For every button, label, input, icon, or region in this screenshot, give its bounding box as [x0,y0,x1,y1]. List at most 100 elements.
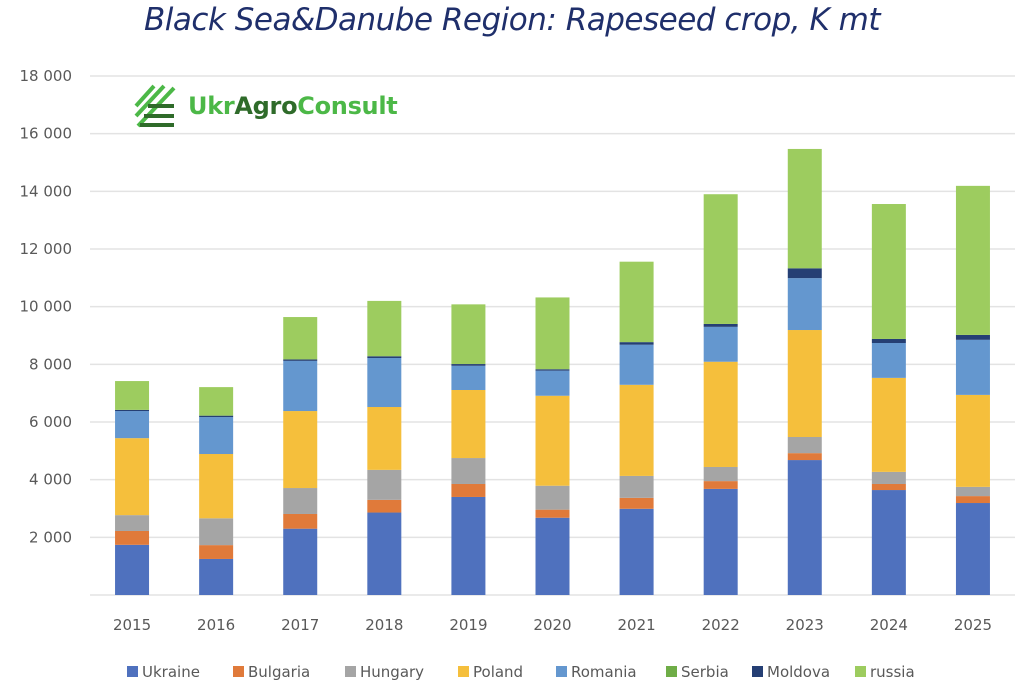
bar-segment-bulgaria-2020 [535,509,570,518]
x-tick-label: 2023 [786,616,824,634]
y-axis: 2 000 4 000 6 000 8 000 10 000 12 000 14 000 16… [20,67,73,546]
bar-segment-ukraine-2015 [115,544,150,595]
legend-item-romania: Romania [556,663,637,681]
bar-segment-hungary-2015 [115,515,150,531]
y-tick-label: 2 000 [29,528,72,546]
bar-segment-poland-2015 [115,438,150,516]
bar-segment-russia-2023 [787,148,822,269]
legend-item-russia: russia [855,663,915,681]
bar-segment-romania-2023 [787,278,822,331]
bar-segment-russia-2018 [367,300,402,357]
bar-segment-moldova-2023 [787,268,822,279]
bar-segment-russia-2022 [703,194,738,324]
legend-label: Serbia [681,663,729,681]
bars [115,148,990,595]
bar-segment-poland-2017 [283,411,318,489]
x-tick-label: 2024 [870,616,908,634]
legend-swatch [127,666,138,677]
logo-text: UkrAgroConsult [188,92,398,120]
bar-segment-russia-2020 [535,297,570,370]
legend-label: Bulgaria [248,663,310,681]
logo-text-agro: Agro [234,92,298,120]
bar-segment-poland-2023 [787,330,822,437]
bar-segment-bulgaria-2016 [199,545,234,559]
bar-segment-ukraine-2017 [283,528,318,595]
bar-stack-2017 [283,317,318,595]
bar-segment-hungary-2018 [367,469,402,500]
bar-stack-2016 [199,387,234,595]
legend-swatch [556,666,567,677]
x-axis: 2015 2016 2017 2018 2019 2020 2021 2022 2023 2024… [113,616,992,634]
legend-swatch [233,666,244,677]
legend-swatch [458,666,469,677]
bar-segment-moldova-2025 [955,334,990,340]
legend: Ukraine Bulgaria Hungary Poland Romania Serbi… [127,663,915,681]
bar-segment-hungary-2020 [535,485,570,510]
bar-segment-bulgaria-2022 [703,481,738,489]
ukragroconsult-logo: UkrAgroConsult [134,84,398,128]
bar-segment-moldova-2024 [871,338,906,343]
y-tick-label: 8 000 [29,355,72,373]
x-tick-label: 2015 [113,616,151,634]
bar-segment-poland-2024 [871,377,906,472]
bar-segment-bulgaria-2018 [367,499,402,513]
bar-segment-hungary-2019 [451,458,486,484]
y-tick-label: 6 000 [29,413,72,431]
bar-segment-russia-2019 [451,304,486,365]
legend-item-hungary: Hungary [345,663,424,681]
legend-label: Moldova [767,663,830,681]
bar-segment-ukraine-2025 [955,503,990,595]
bar-segment-bulgaria-2023 [787,453,822,461]
legend-item-moldova: Moldova [752,663,830,681]
bar-stack-2023 [787,148,822,595]
bar-segment-moldova-2022 [703,323,738,327]
bar-stack-2021 [619,261,654,595]
bar-segment-moldova-2016 [199,415,234,418]
y-tick-label: 4 000 [29,471,72,489]
bar-segment-bulgaria-2025 [955,496,990,504]
bar-segment-romania-2017 [283,360,318,412]
bar-segment-poland-2020 [535,395,570,486]
legend-label: Poland [473,663,523,681]
bar-segment-hungary-2021 [619,475,654,498]
bar-segment-romania-2019 [451,365,486,390]
bar-segment-moldova-2020 [535,369,570,371]
x-tick-label: 2020 [533,616,571,634]
legend-swatch [666,666,677,677]
bar-segment-ukraine-2018 [367,512,402,595]
x-tick-label: 2022 [702,616,740,634]
logo-text-ukr: Ukr [188,92,235,120]
bar-segment-bulgaria-2015 [115,530,150,545]
bar-segment-moldova-2021 [619,342,654,345]
bar-segment-moldova-2019 [451,364,486,366]
logo-stripes-icon [134,84,176,128]
bar-segment-poland-2016 [199,454,234,519]
bar-segment-hungary-2023 [787,436,822,454]
bar-segment-ukraine-2023 [787,460,822,595]
legend-label: Ukraine [142,663,200,681]
bar-segment-ukraine-2019 [451,496,486,595]
y-tick-label: 16 000 [20,125,73,143]
bar-segment-romania-2018 [367,357,402,408]
x-tick-label: 2025 [954,616,992,634]
x-tick-label: 2019 [449,616,487,634]
x-tick-label: 2018 [365,616,403,634]
bar-segment-russia-2017 [283,317,318,360]
bar-segment-romania-2024 [871,342,906,378]
x-tick-label: 2017 [281,616,319,634]
bar-segment-ukraine-2022 [703,488,738,595]
logo-text-consult: Consult [297,92,398,120]
legend-item-ukraine: Ukraine [127,663,200,681]
bar-segment-hungary-2022 [703,466,738,482]
legend-label: Romania [571,663,637,681]
bar-segment-romania-2015 [115,411,150,439]
bar-segment-romania-2016 [199,417,234,455]
bar-segment-bulgaria-2019 [451,483,486,497]
bar-segment-romania-2021 [619,344,654,385]
bar-stack-2018 [367,300,402,595]
x-tick-label: 2021 [617,616,655,634]
legend-label: Hungary [360,663,424,681]
bar-segment-poland-2019 [451,389,486,459]
bar-segment-ukraine-2016 [199,558,234,595]
